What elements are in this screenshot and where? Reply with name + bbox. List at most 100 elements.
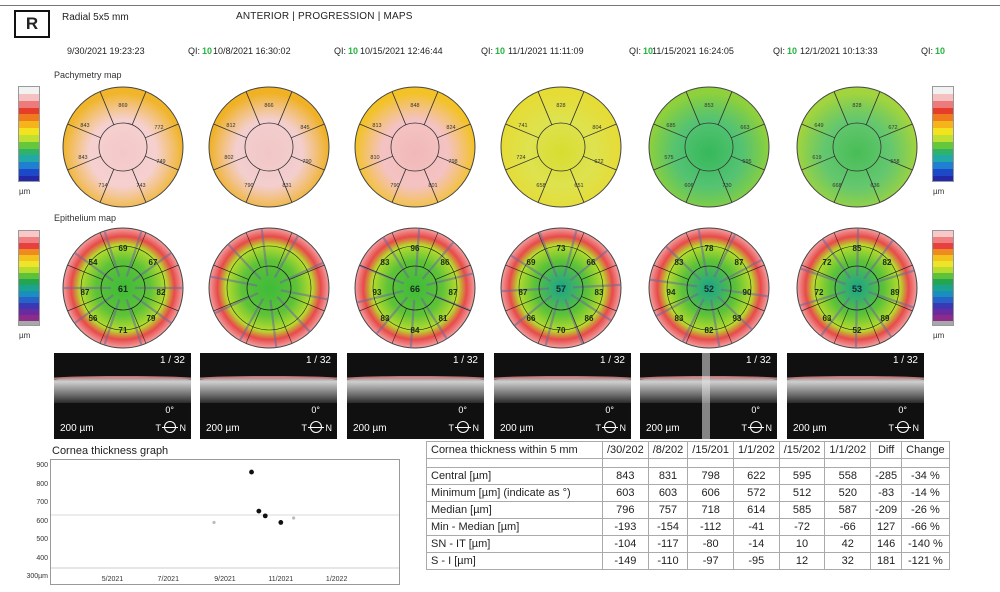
pachy-sector-value: 672 — [888, 125, 897, 131]
pachy-sector-value: 749 — [156, 159, 165, 165]
epithelium-map: 53 85 82 89 89 52 63 72 72 — [792, 223, 922, 353]
pachy-sector-value: 595 — [742, 159, 751, 165]
pachy-sector-value: 824 — [446, 125, 455, 131]
pachy-sector-value: 743 — [136, 183, 145, 189]
oct-bscan[interactable]: 1 / 32 200 µm 0° T N — [347, 353, 484, 439]
scale-swatch — [933, 285, 953, 291]
table-column-header: /15/201 — [687, 441, 734, 459]
table-cell: 796 — [602, 501, 649, 519]
pachy-sector-value: 804 — [592, 125, 601, 131]
pachy-sector-value: 663 — [740, 125, 749, 131]
table-cell: -285 — [870, 467, 903, 485]
oct-scale-bar: 200 µm — [60, 423, 94, 434]
scale-swatch — [19, 285, 39, 291]
oct-angle: 0° — [898, 405, 907, 415]
table-cell: 127 — [870, 518, 903, 536]
row-label: Min - Median [µm] — [426, 518, 603, 536]
scale-swatch — [933, 249, 953, 255]
table-column-header: 1/1/202 — [733, 441, 780, 459]
scale-swatch — [19, 231, 39, 237]
exam-datetime: 10/8/2021 16:30:02 — [213, 46, 291, 56]
table-cell: -104 — [602, 535, 649, 553]
scale-swatch — [19, 261, 39, 267]
oct-surface-line — [494, 376, 631, 379]
table-cell: 10 — [778, 535, 826, 553]
pachy-scale-right — [932, 86, 954, 182]
orientation-line — [895, 427, 911, 428]
graph-y-tick: 300µm — [26, 573, 48, 580]
graph-y-tick: 500 — [36, 536, 48, 543]
scale-swatch — [19, 148, 39, 156]
table-cell: -34 % — [901, 467, 950, 485]
epi-sector-value: 71 — [119, 326, 128, 335]
quality-label: QI: — [187, 46, 200, 56]
table-header-row: Cornea thickness within 5 mm/30/202/8/20… — [426, 441, 950, 459]
pachy-sector-value: 801 — [428, 183, 437, 189]
pachy-sector-value: 558 — [890, 159, 899, 165]
table-cell: 831 — [647, 467, 689, 485]
scale-swatch — [933, 114, 953, 122]
oct-bscan[interactable]: 1 / 32 200 µm 0° T N — [787, 353, 924, 439]
table-cell: 42 — [824, 535, 872, 553]
epi-sector-value: 54 — [89, 258, 98, 267]
table-cell: 32 — [824, 552, 872, 570]
epi-sector-value: 93 — [733, 314, 742, 323]
scale-swatch — [933, 141, 953, 149]
oct-bscan[interactable]: 1 / 32 200 µm 0° T N — [494, 353, 631, 439]
scale-swatch — [933, 243, 953, 249]
pachy-sector-value: 828 — [556, 103, 565, 109]
scale-swatch — [933, 87, 953, 94]
pachy-sector-value: 790 — [390, 183, 399, 189]
quality-label: QI: — [333, 46, 346, 56]
epi-sector-value: 83 — [381, 258, 390, 267]
oct-temporal: T — [155, 423, 162, 433]
nav-anterior[interactable]: ANTERIOR — [236, 11, 290, 22]
scale-swatch — [19, 107, 39, 115]
scale-swatch — [19, 93, 39, 101]
oct-angle: 0° — [458, 405, 467, 415]
nav-progression[interactable]: PROGRESSION — [298, 11, 375, 22]
spacer-cell — [426, 458, 603, 468]
oct-angle: 0° — [165, 405, 174, 415]
nav-maps[interactable]: MAPS — [383, 11, 413, 22]
scale-swatch — [933, 175, 953, 181]
pachymetry-map: 869 772 749 743 714 843 843 — [58, 82, 188, 212]
scale-unit: µm — [19, 331, 31, 340]
pachy-sector-value: 845 — [300, 125, 309, 131]
epi-center-value: 52 — [704, 284, 714, 294]
oct-bscan[interactable]: 1 / 32 200 µm 0° T N — [54, 353, 191, 439]
oct-artifact-line — [702, 353, 710, 439]
pachymetry-map: 828 672 558 636 668 619 649 — [792, 82, 922, 212]
view-nav: ANTERIOR | PROGRESSION | MAPS — [236, 11, 413, 22]
spacer-cell — [687, 458, 734, 468]
scale-swatch — [19, 279, 39, 285]
pachy-sector-value: 741 — [518, 123, 527, 129]
graph-y-tick: 700 — [36, 499, 48, 506]
oct-nasal: N — [472, 423, 480, 433]
exam-datetime: 11/1/2021 11:11:09 — [508, 46, 584, 56]
epi-sector-value: 79 — [147, 314, 156, 323]
scale-swatch — [933, 261, 953, 267]
pachy-sector-value: 853 — [704, 103, 713, 109]
oct-bscan[interactable]: 1 / 32 200 µm 0° T N — [200, 353, 337, 439]
oct-scale-bar: 200 µm — [353, 423, 387, 434]
table-row: SN - IT [µm] -104 -117 -80 -14 10 42 146 -140 % — [426, 535, 950, 553]
pachy-sector-value: 790 — [244, 183, 253, 189]
oct-bscan[interactable]: 1 / 32 200 µm 0° T N — [640, 353, 777, 439]
table-cell: -97 — [687, 552, 734, 570]
scan-type-label: Radial 5x5 mm — [62, 12, 129, 23]
scale-swatch — [933, 162, 953, 170]
scale-swatch — [933, 291, 953, 297]
oct-nasal: N — [765, 423, 773, 433]
oct-temporal: T — [301, 423, 308, 433]
spacer-cell — [602, 458, 649, 468]
cornea-thickness-graph: 5/2021 7/2021 9/2021 11/2021 1/2022 — [50, 459, 400, 585]
oct-angle: 0° — [751, 405, 760, 415]
epithelium-map: 61 69 67 82 79 71 56 87 54 — [58, 223, 188, 353]
epithelium-map — [204, 223, 334, 353]
quality-value: 10 — [201, 46, 212, 56]
row-label: S - I [µm] — [426, 552, 603, 570]
oct-surface-line — [200, 376, 337, 379]
pachy-sector-value: 606 — [684, 183, 693, 189]
spacer-cell — [778, 458, 826, 468]
